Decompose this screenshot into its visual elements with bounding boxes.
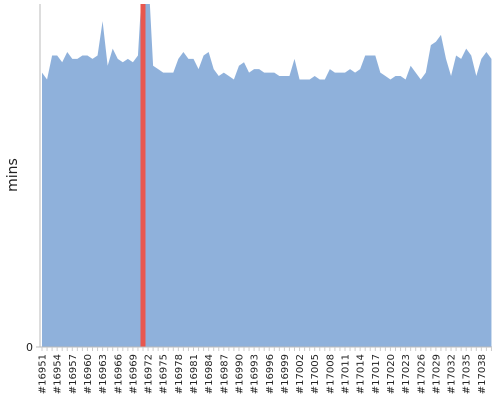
y-axis-label: mins [5,158,21,192]
x-tick-label: #17002 [295,354,306,394]
y-tick-label: 0 [26,341,33,354]
x-tick-label: #17029 [431,354,442,394]
x-tick-label: #17008 [325,354,336,394]
highlight-bar [140,4,146,347]
x-tick-label: #17038 [477,354,488,394]
x-tick-label: #16963 [98,354,109,394]
x-tick-label: #17017 [371,354,382,394]
x-tick-label: #17005 [310,354,321,394]
x-tick-label: #16966 [113,354,124,394]
x-tick-label: #17035 [462,354,473,394]
x-tick-label: #16990 [234,354,245,394]
x-tick-label: #17014 [356,354,367,394]
x-tick-label: #16969 [128,354,139,394]
x-tick-label: #17026 [416,354,427,394]
x-tick-label: #16960 [83,354,94,394]
x-tick-label: #16987 [219,354,230,394]
x-tick-label: #16951 [38,354,49,394]
x-tick-label: #17023 [401,354,412,394]
area [42,4,492,347]
x-tick-label: #16978 [174,354,185,394]
x-tick-label: #17032 [447,354,458,394]
x-tick-label: #16954 [53,354,64,394]
x-tick-label: #16993 [250,354,261,394]
x-tick-label: #16984 [204,354,215,394]
x-tick-label: #16996 [265,354,276,394]
x-tick-label: #16972 [144,354,155,394]
x-tick-label: #17011 [341,354,352,394]
x-tick-label: #17020 [386,354,397,394]
plot [42,4,492,347]
x-tick-label: #16999 [280,354,291,394]
x-tick-label: #16957 [68,354,79,394]
x-tick-label: #16981 [189,354,200,394]
x-tick-label: #16975 [159,354,170,394]
